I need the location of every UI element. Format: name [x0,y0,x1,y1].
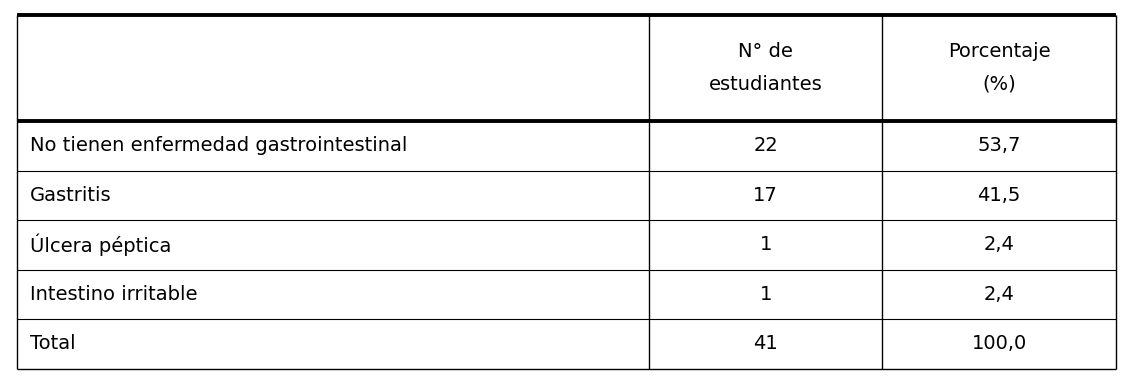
Text: 100,0: 100,0 [972,334,1026,353]
Text: 22: 22 [753,136,778,155]
Text: 2,4: 2,4 [983,285,1015,304]
Text: 1: 1 [759,235,772,255]
Text: Intestino irritable: Intestino irritable [31,285,197,304]
Text: Porcentaje
(%): Porcentaje (%) [948,43,1050,94]
Text: 41: 41 [753,334,778,353]
Text: 17: 17 [753,186,778,205]
Text: No tienen enfermedad gastrointestinal: No tienen enfermedad gastrointestinal [31,136,408,155]
Text: Total: Total [31,334,76,353]
Text: 53,7: 53,7 [978,136,1021,155]
Text: N° de
estudiantes: N° de estudiantes [709,43,823,94]
Text: 2,4: 2,4 [983,235,1015,255]
Text: Úlcera péptica: Úlcera péptica [31,234,171,256]
Text: 1: 1 [759,285,772,304]
Text: 41,5: 41,5 [978,186,1021,205]
Text: Gastritis: Gastritis [31,186,112,205]
